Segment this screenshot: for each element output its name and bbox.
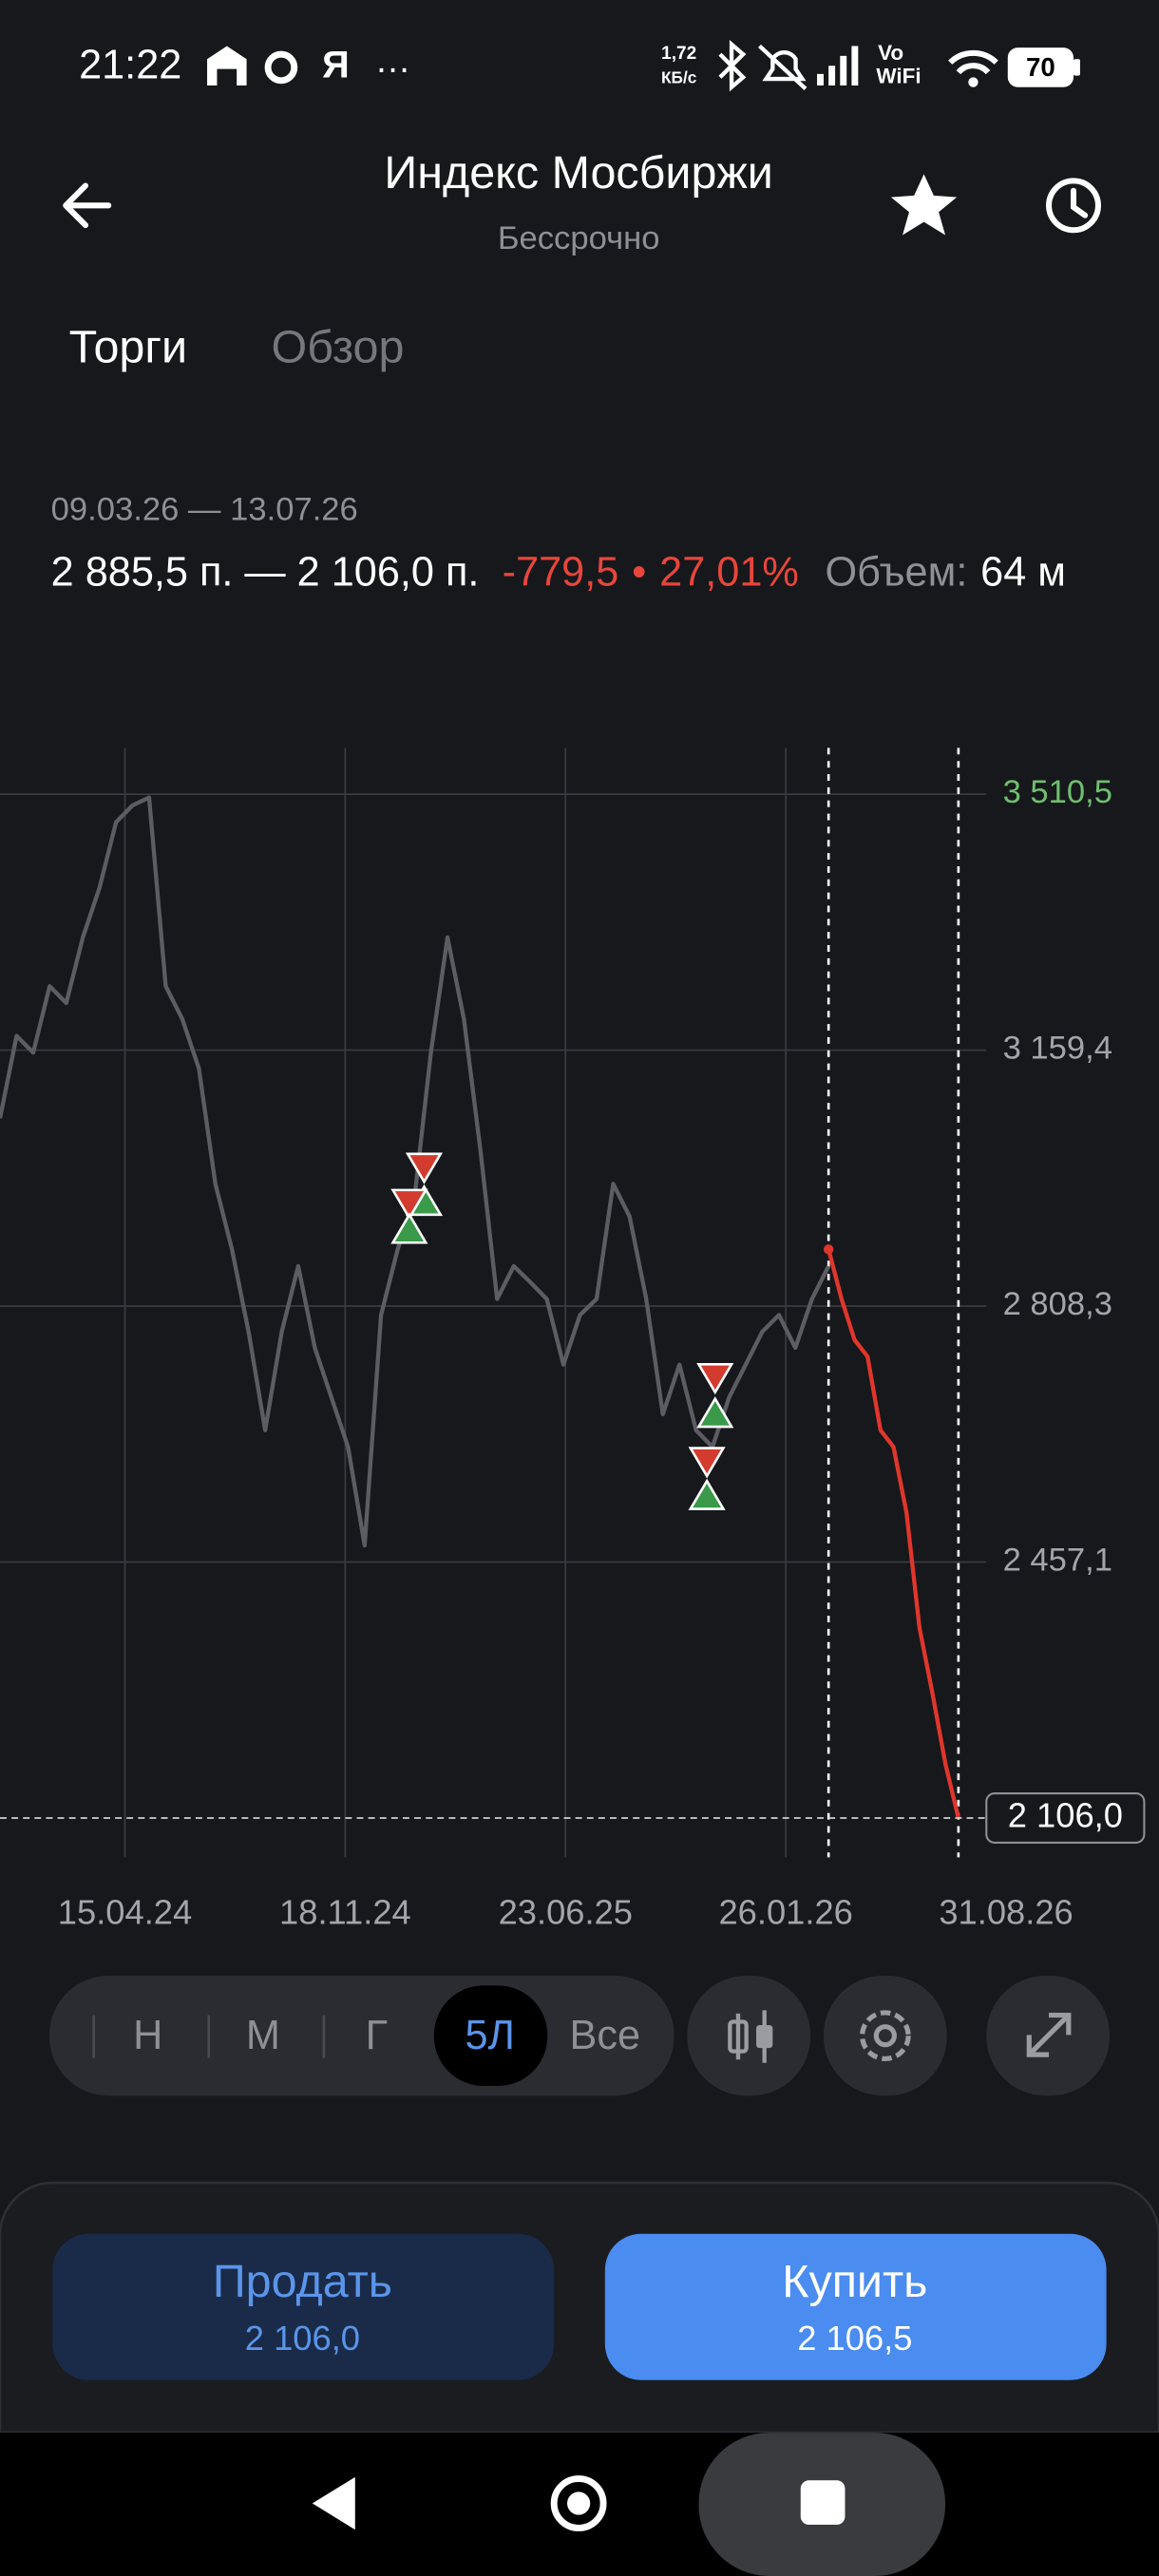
nav-home[interactable]: [550, 2475, 607, 2531]
buy-label: Купить: [782, 2256, 927, 2307]
sell-label: Продать: [213, 2256, 392, 2307]
period-button[interactable]: М: [246, 2013, 280, 2058]
net-speed: 1,72: [661, 44, 696, 64]
page-title: Индекс Мосбиржи: [384, 147, 772, 199]
sell-price: 2 106,0: [245, 2319, 360, 2358]
separator: •: [632, 550, 646, 596]
status-ya: Я: [322, 44, 350, 85]
home-icon: [207, 46, 247, 85]
period-range: 09.03.26 — 13.07.26: [51, 491, 358, 527]
volume-label: Объем:: [826, 550, 968, 596]
tab-active[interactable]: Торги: [69, 321, 187, 372]
nav-home-dot: [567, 2491, 591, 2515]
favorite-button[interactable]: [890, 174, 958, 236]
buy-price: 2 106,5: [797, 2319, 912, 2358]
battery-level: 70: [1026, 52, 1055, 82]
price-range: 2 885,5 п. — 2 106,0 п.: [51, 550, 480, 596]
net-speed-unit: КБ/с: [661, 68, 697, 87]
wifi-dot: [968, 77, 978, 87]
status-time: 21:22: [79, 42, 181, 87]
wifi-icon: [948, 49, 998, 75]
trade-markers: [390, 1152, 734, 1510]
history-button[interactable]: [1046, 178, 1101, 234]
battery-tip: [1074, 59, 1080, 76]
status-more: …: [375, 41, 411, 81]
line-start-dot: [823, 1244, 834, 1255]
x-tick-label: 26.01.26: [718, 1893, 852, 1932]
tab[interactable]: Обзор: [272, 321, 405, 372]
x-tick-label: 31.08.26: [939, 1893, 1073, 1932]
vowifi: WiFi: [876, 64, 921, 87]
bluetooth-icon: [718, 40, 747, 92]
current-price-label: 2 106,0: [1008, 1796, 1123, 1835]
chart-type-button[interactable]: [687, 1976, 811, 2096]
signal-icon: [817, 46, 859, 85]
settings-button[interactable]: [823, 1976, 947, 2096]
status-icon: [264, 50, 298, 85]
period-active-bg: [433, 1985, 548, 2086]
back-button[interactable]: [63, 182, 112, 229]
x-tick-label: 18.11.24: [279, 1893, 411, 1932]
nav-back[interactable]: [312, 2476, 355, 2530]
volte: Vo: [878, 41, 903, 65]
y-tick-label: 2 808,3: [1003, 1286, 1112, 1322]
period-button[interactable]: Н: [133, 2013, 162, 2058]
battery: [1007, 47, 1074, 87]
separators: [92, 2015, 326, 2058]
sell-button[interactable]: [52, 2233, 555, 2380]
x-tick-label: 23.06.25: [499, 1893, 633, 1932]
current-price-box: [985, 1791, 1146, 1844]
period-button[interactable]: Все: [570, 2013, 641, 2058]
price-change-pct: 27,01%: [659, 550, 799, 596]
nav-recents[interactable]: [800, 2480, 846, 2526]
period-button-active[interactable]: 5Л: [465, 2013, 514, 2058]
price-change: -779,5: [503, 550, 619, 596]
y-tick-label: 3 159,4: [1003, 1031, 1112, 1067]
fullscreen-button[interactable]: [986, 1976, 1111, 2096]
page-subtitle: Бессрочно: [498, 220, 660, 256]
y-tick-label: 2 457,1: [1003, 1543, 1112, 1579]
y-tick-label: 3 510,5: [1003, 774, 1112, 810]
period-button[interactable]: Г: [366, 2013, 388, 2058]
volume: 64 м: [980, 550, 1066, 596]
x-tick-label: 15.04.24: [58, 1893, 192, 1932]
chart: 3 510,5 3 159,4 2 808,3 2 457,1 15.04.24 18.1…: [0, 748, 1146, 1932]
mute-icon: [758, 44, 808, 91]
buy-button[interactable]: [604, 2233, 1107, 2380]
price-line: [826, 1248, 960, 1819]
price-summary: 2 885,5 п. — 2 106,0 п. -779,5 • 27,01% Объе…: [51, 550, 1066, 596]
